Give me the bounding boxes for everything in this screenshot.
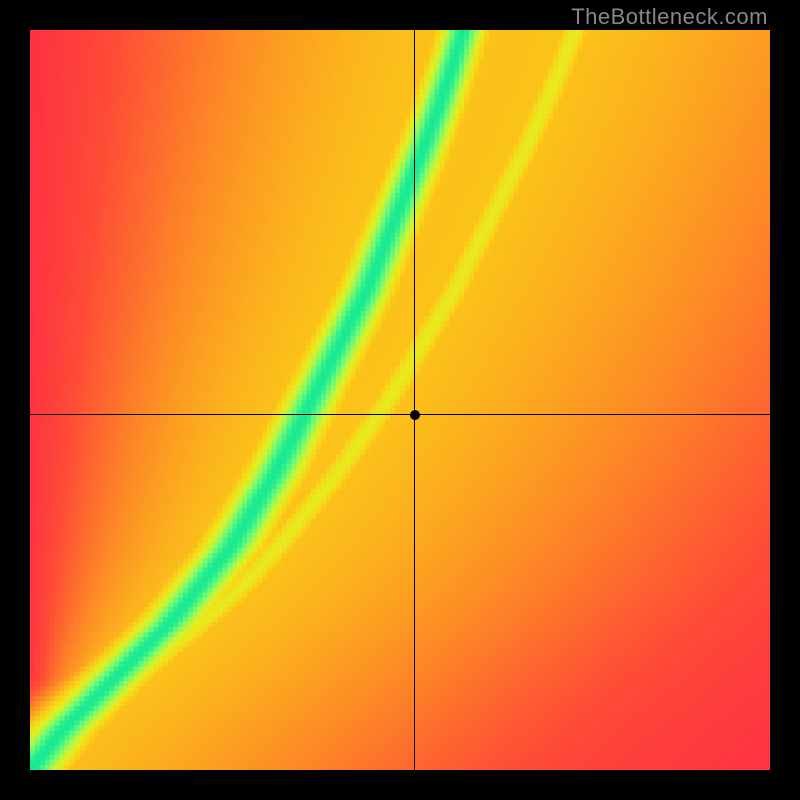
vertical-crosshair — [414, 30, 415, 770]
crosshair-marker — [410, 410, 420, 420]
watermark-text: TheBottleneck.com — [571, 4, 768, 30]
horizontal-crosshair — [30, 414, 770, 415]
bottleneck-heatmap — [30, 30, 770, 770]
